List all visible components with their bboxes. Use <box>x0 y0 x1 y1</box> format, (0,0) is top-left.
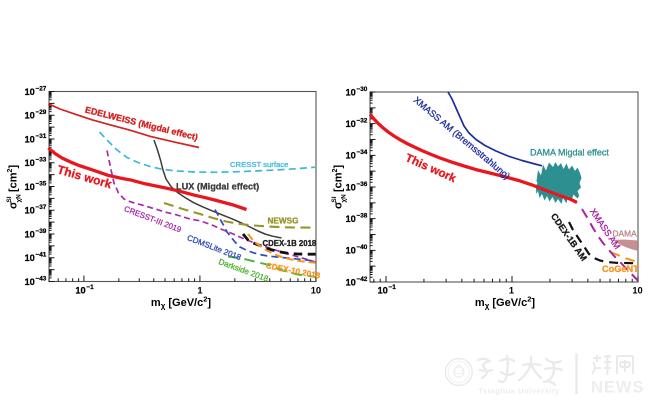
svg-text:10: 10 <box>25 206 35 216</box>
svg-text:10: 10 <box>346 87 356 97</box>
svg-text:10: 10 <box>25 277 35 287</box>
svg-text:10: 10 <box>25 87 35 97</box>
svg-text:−35: −35 <box>36 180 47 187</box>
svg-text:σ: σ <box>8 201 20 209</box>
svg-text:−38: −38 <box>357 212 368 219</box>
svg-text:−41: −41 <box>36 252 47 259</box>
svg-text:1: 1 <box>509 286 514 296</box>
svg-text:−31: −31 <box>36 133 47 140</box>
svg-text:[cm2]: [cm2] <box>7 165 20 192</box>
svg-text:10: 10 <box>346 182 356 192</box>
svg-text:EDELWEISS (Migdal effect): EDELWEISS (Migdal effect) <box>84 105 199 143</box>
svg-text:10: 10 <box>75 286 85 296</box>
svg-text:10: 10 <box>632 286 642 296</box>
svg-text:10: 10 <box>25 229 35 239</box>
svg-text:NEWSG: NEWSG <box>268 217 299 226</box>
svg-text:−37: −37 <box>36 204 47 211</box>
svg-text:−27: −27 <box>36 85 47 92</box>
svg-text:CDEX-10 2018: CDEX-10 2018 <box>265 261 321 280</box>
svg-text:−30: −30 <box>357 86 368 93</box>
svg-text:−33: −33 <box>36 157 47 164</box>
svg-text:−36: −36 <box>357 181 368 188</box>
svg-text:−43: −43 <box>36 275 47 282</box>
svg-text:mχ [GeV/c2]: mχ [GeV/c2] <box>475 295 535 311</box>
svg-text:DAMA: DAMA <box>613 229 638 239</box>
svg-text:σ: σ <box>333 201 345 209</box>
svg-text:−39: −39 <box>36 228 47 235</box>
svg-text:[cm2]: [cm2] <box>332 165 345 192</box>
svg-text:NEWS: NEWS <box>591 379 645 397</box>
svg-text:10: 10 <box>346 214 356 224</box>
svg-text:SI: SI <box>6 196 13 202</box>
svg-text:Darkside 2018: Darkside 2018 <box>217 257 270 283</box>
svg-text:−1: −1 <box>86 284 94 291</box>
svg-text:−42: −42 <box>357 276 368 283</box>
svg-text:10: 10 <box>346 277 356 287</box>
svg-text:−32: −32 <box>357 117 368 124</box>
svg-text:CDEX-1B AM: CDEX-1B AM <box>549 211 589 262</box>
svg-text:χN: χN <box>16 194 23 203</box>
svg-text:CRESST-III 2019: CRESST-III 2019 <box>123 204 183 234</box>
svg-text:−29: −29 <box>36 109 47 116</box>
svg-text:mχ [GeV/c2]: mχ [GeV/c2] <box>151 295 211 311</box>
svg-text:10: 10 <box>346 119 356 129</box>
svg-text:10: 10 <box>25 253 35 263</box>
svg-text:CoGeNT: CoGeNT <box>602 264 639 274</box>
svg-text:DAMA Migdal effect: DAMA Migdal effect <box>530 147 609 157</box>
svg-text:CDMSLite 2018: CDMSLite 2018 <box>186 233 243 262</box>
svg-text:10: 10 <box>25 182 35 192</box>
svg-text:This work: This work <box>403 151 458 185</box>
svg-text:χN: χN <box>341 194 348 203</box>
svg-text:1: 1 <box>197 286 202 296</box>
svg-text:−34: −34 <box>357 149 368 156</box>
svg-text:10: 10 <box>311 286 321 296</box>
svg-text:10: 10 <box>25 134 35 144</box>
svg-text:10: 10 <box>378 286 388 296</box>
svg-text:Tsinghua University: Tsinghua University <box>478 387 560 396</box>
svg-text:LUX (Migdal effect): LUX (Migdal effect) <box>176 182 259 192</box>
svg-text:CDEX-1B 2018: CDEX-1B 2018 <box>263 239 317 248</box>
svg-text:−1: −1 <box>389 284 397 291</box>
svg-text:SI: SI <box>331 196 338 202</box>
svg-text:10: 10 <box>346 151 356 161</box>
svg-text:−40: −40 <box>357 244 368 251</box>
svg-text:CRESST surface: CRESST surface <box>230 160 288 169</box>
svg-text:10: 10 <box>346 246 356 256</box>
svg-text:10: 10 <box>25 111 35 121</box>
svg-text:10: 10 <box>25 158 35 168</box>
